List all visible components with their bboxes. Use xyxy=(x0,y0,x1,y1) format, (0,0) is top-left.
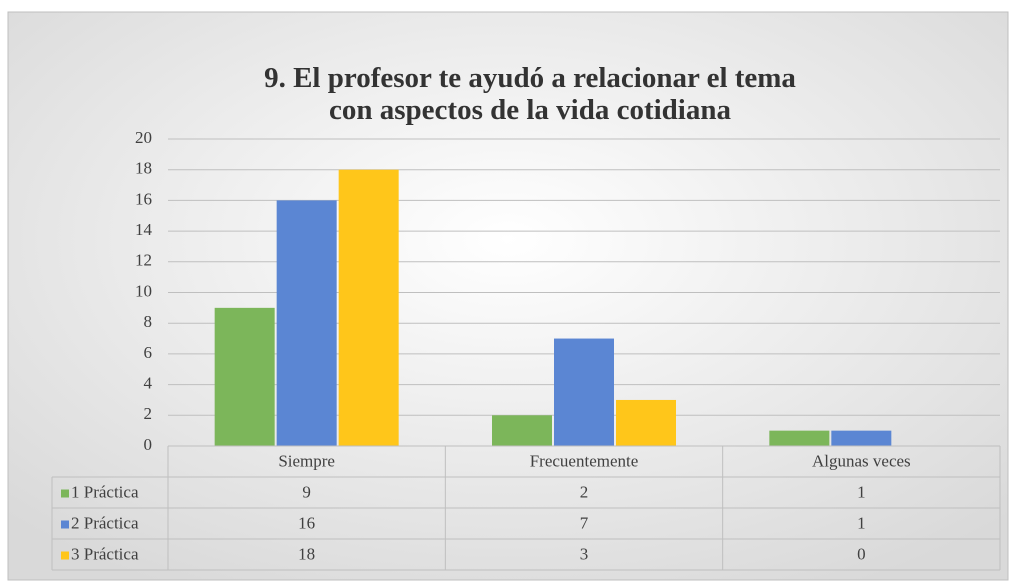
legend-swatch xyxy=(61,551,69,560)
bar xyxy=(831,430,892,446)
y-tick-label: 14 xyxy=(135,220,153,239)
bar xyxy=(338,169,399,446)
table-cell: 2 xyxy=(580,482,589,501)
legend-swatch xyxy=(61,520,69,529)
chart-background xyxy=(7,11,1009,581)
y-tick-label: 12 xyxy=(135,251,152,270)
legend-swatch xyxy=(61,489,69,498)
table-cell: 18 xyxy=(298,544,315,563)
y-tick-label: 0 xyxy=(144,435,153,454)
y-tick-label: 16 xyxy=(135,189,152,208)
bar xyxy=(554,338,614,446)
table-cell: 7 xyxy=(580,513,589,532)
legend-label: 2 Práctica xyxy=(71,513,139,532)
bar xyxy=(492,415,552,446)
chart-title: 9. El profesor te ayudó a relacionar el … xyxy=(264,62,796,126)
table-cell: 0 xyxy=(857,544,866,563)
table-cell: 1 xyxy=(857,513,866,532)
y-tick-label: 8 xyxy=(144,312,153,331)
y-tick-label: 10 xyxy=(135,281,152,300)
x-tick-label: Siempre xyxy=(278,451,335,470)
bar xyxy=(214,307,275,446)
x-tick-label: Algunas veces xyxy=(812,451,911,470)
bar xyxy=(769,430,830,446)
x-tick-label: Frecuentemente xyxy=(530,451,639,470)
bar xyxy=(616,399,676,446)
y-tick-label: 4 xyxy=(144,374,153,393)
y-tick-label: 20 xyxy=(135,128,152,147)
y-tick-label: 6 xyxy=(144,343,153,362)
table-cell: 1 xyxy=(857,482,866,501)
y-tick-label: 2 xyxy=(144,404,153,423)
legend-label: 1 Práctica xyxy=(71,482,139,501)
table-cell: 3 xyxy=(580,544,589,563)
table-cell: 9 xyxy=(302,482,311,501)
y-tick-label: 18 xyxy=(135,159,152,178)
table-cell: 16 xyxy=(298,513,315,532)
bar xyxy=(276,200,337,446)
legend-label: 3 Práctica xyxy=(71,544,139,563)
